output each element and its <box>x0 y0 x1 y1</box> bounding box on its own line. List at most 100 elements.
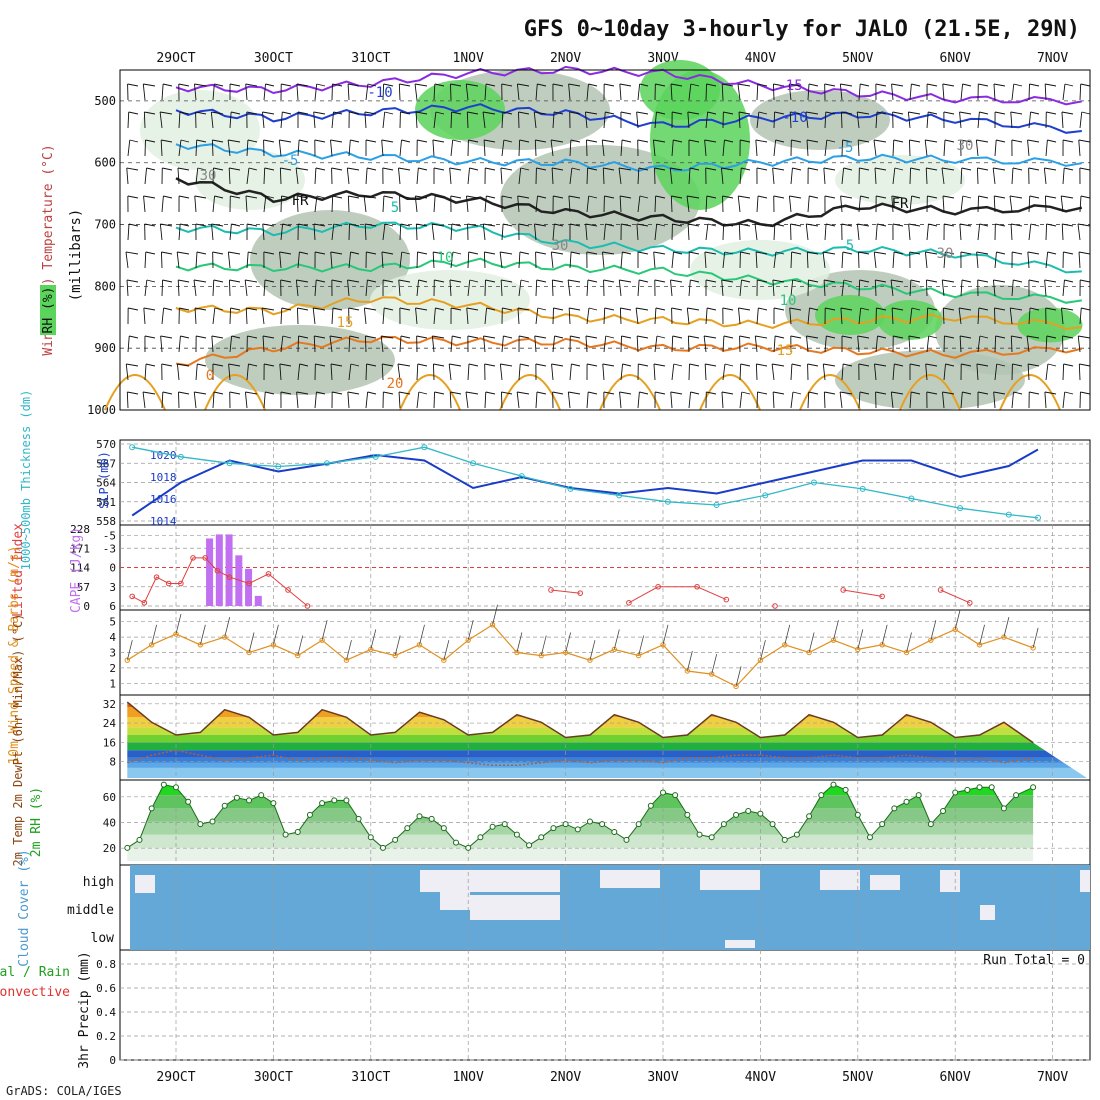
wind-speed-point <box>246 649 252 656</box>
wind-speed-point <box>489 622 496 628</box>
wind-barb-flag <box>485 279 496 283</box>
wind-barb-flag <box>246 307 258 311</box>
wind-barb-flag <box>381 139 394 143</box>
wind-barb <box>942 391 945 409</box>
wind-barb-flag <box>501 195 513 199</box>
wind-barb <box>722 139 725 157</box>
wind-barb-flag <box>349 223 360 227</box>
wind-barb-flag <box>468 251 479 255</box>
wind-barb <box>229 111 232 129</box>
wind-barb <box>295 167 299 185</box>
ytick-cape: -5 <box>103 529 116 542</box>
wind-barb <box>873 139 877 157</box>
wind-barb <box>959 223 962 241</box>
wind-barb-flag <box>384 111 394 115</box>
wind-barb-flag <box>146 167 156 171</box>
wind-barb-flag <box>672 111 683 115</box>
wind-barb-flag <box>859 391 870 395</box>
contour-label: 5 <box>391 200 399 216</box>
wind-barb-flag <box>1064 167 1074 171</box>
wind-barb <box>841 363 844 381</box>
wind-barb-flag <box>551 363 564 367</box>
wind-barb-flag <box>163 195 173 199</box>
rh-point <box>988 784 995 791</box>
series-line-slp <box>131 448 1039 517</box>
wind-barb-flag <box>841 111 853 115</box>
wind-barb-flag <box>128 111 139 115</box>
wind-barb <box>212 83 215 101</box>
wind-barb-flag <box>316 391 326 395</box>
wind-barb <box>840 195 843 213</box>
wind-barb-flag <box>994 195 1006 199</box>
wind-barb-10m <box>492 604 498 625</box>
ytick-wind: 3 <box>109 647 116 660</box>
wind-barb-flag <box>571 251 581 255</box>
wind-barb-flag <box>911 307 921 311</box>
wind-barb-flag <box>688 139 700 143</box>
wind-barb-flag <box>756 363 768 367</box>
wind-barb-flag <box>262 335 275 339</box>
contour-label: -10 <box>782 110 807 126</box>
wind-barb-flag <box>945 251 955 255</box>
wind-barb-flag <box>397 363 411 367</box>
wind-barb-flag <box>790 335 802 339</box>
wind-barb <box>875 335 878 353</box>
wind-barb-flag <box>1013 391 1023 395</box>
wind-barb-flag <box>1080 195 1091 199</box>
wind-barb-flag <box>381 335 394 339</box>
cloud-gap <box>820 870 860 890</box>
wind-barb <box>756 111 760 129</box>
wind-barb-flag <box>1028 363 1040 367</box>
wind-barb-flag <box>1081 307 1091 311</box>
rh-shading <box>750 90 890 150</box>
wind-barb-flag <box>859 279 870 283</box>
wind-barb-flag <box>909 363 921 367</box>
wind-barb-flag <box>399 83 411 87</box>
wind-barb <box>518 363 521 381</box>
wind-barb-flag <box>655 83 666 87</box>
wind-barb-flag <box>247 139 258 143</box>
wind-barb <box>296 195 299 213</box>
wind-barb-flag <box>214 83 224 87</box>
wind-barb-flag <box>620 195 632 199</box>
wind-barb <box>805 223 809 241</box>
wind-barb-flag <box>144 335 156 339</box>
wind-barb <box>1011 83 1015 101</box>
wind-barb-flag <box>942 195 955 199</box>
wind-barb-flag <box>876 195 887 199</box>
wind-barb-flag <box>484 139 496 143</box>
wind-barb-flag <box>195 111 207 115</box>
rh-point <box>720 821 727 828</box>
lifted-index-point <box>214 567 221 574</box>
wind-barb <box>448 363 452 381</box>
wind-barb <box>550 139 554 157</box>
wind-barb <box>194 83 197 101</box>
wind-barb <box>943 251 946 269</box>
wind-barb <box>1079 83 1082 101</box>
date-label-bottom: 30OCT <box>254 1070 293 1085</box>
wind-barb-flag <box>485 167 496 171</box>
wind-barb-flag <box>315 167 326 171</box>
wind-barb <box>364 111 367 129</box>
wind-barb-flag <box>127 195 139 199</box>
wind-barb-flag <box>928 335 938 339</box>
wind-barb <box>688 167 691 185</box>
wind-barb-10m <box>565 632 571 653</box>
ytick-wind: 4 <box>109 631 116 644</box>
wind-barb-flag <box>873 139 887 143</box>
wind-barb-flag <box>451 111 462 115</box>
wind-barb <box>297 251 300 269</box>
thickness-point <box>908 495 915 502</box>
cape-bar <box>235 555 243 606</box>
wind-barb-flag <box>993 83 1006 87</box>
wind-barb <box>295 279 299 297</box>
wind-barb <box>193 279 197 297</box>
wind-barb-flag <box>860 195 870 199</box>
wind-barb <box>433 83 436 101</box>
chart-title: GFS 0~10day 3-hourly for JALO (21.5E, 29… <box>524 17 1080 42</box>
wind-barb <box>942 195 945 213</box>
wind-barb-10m <box>1032 627 1039 648</box>
wind-barb-flag <box>163 307 173 311</box>
date-label-top: 5NOV <box>842 51 873 66</box>
ytick-slp: 561 <box>96 496 116 509</box>
